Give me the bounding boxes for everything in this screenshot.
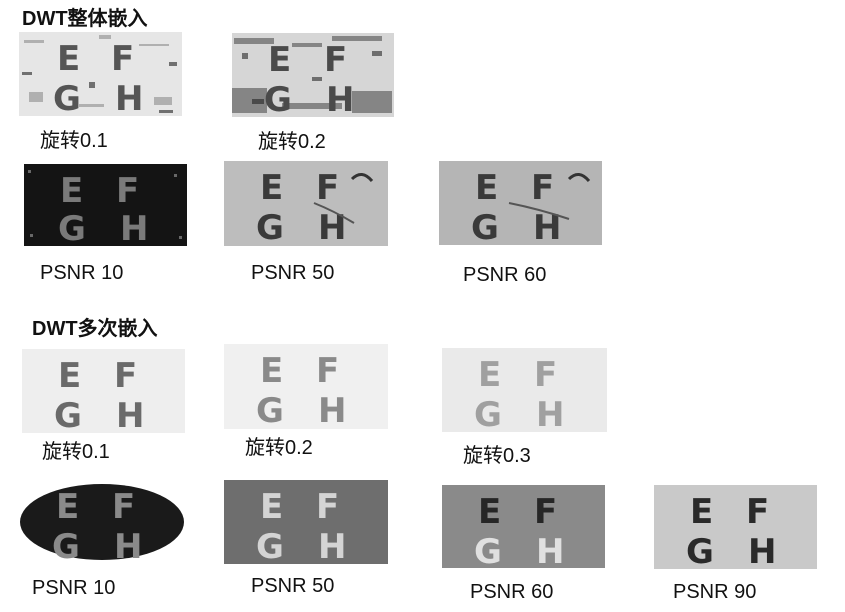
svg-text:G: G bbox=[53, 79, 81, 116]
svg-text:G: G bbox=[471, 208, 499, 245]
svg-text:G: G bbox=[474, 395, 502, 432]
svg-text:E: E bbox=[260, 487, 283, 527]
section-2-heading: DWT多次嵌入 bbox=[32, 318, 158, 340]
svg-text:G: G bbox=[474, 532, 502, 568]
svg-text:H: H bbox=[318, 527, 346, 564]
caption-multi-rotation-0-3: 旋转0.3 bbox=[463, 445, 531, 467]
svg-text:E: E bbox=[58, 356, 81, 396]
svg-text:E: E bbox=[60, 171, 83, 211]
svg-text:H: H bbox=[116, 396, 144, 433]
caption-psnr-50: PSNR 50 bbox=[251, 262, 335, 284]
caption-multi-psnr-60: PSNR 60 bbox=[470, 581, 554, 603]
svg-text:F: F bbox=[534, 355, 557, 395]
svg-text:E: E bbox=[57, 39, 80, 79]
svg-text:G: G bbox=[256, 391, 284, 429]
svg-text:E: E bbox=[56, 487, 79, 527]
svg-text:E: E bbox=[478, 355, 501, 395]
caption-rotation-0-1: 旋转0.1 bbox=[40, 130, 108, 152]
svg-text:G: G bbox=[256, 208, 284, 246]
svg-text:F: F bbox=[112, 487, 135, 527]
svg-text:F: F bbox=[111, 39, 134, 79]
svg-text:H: H bbox=[533, 208, 561, 245]
svg-text:E: E bbox=[260, 168, 283, 208]
svg-text:G: G bbox=[58, 209, 86, 246]
caption-multi-rotation-0-2: 旋转0.2 bbox=[245, 437, 313, 459]
svg-text:E: E bbox=[690, 492, 713, 532]
svg-text:H: H bbox=[318, 391, 346, 429]
caption-multi-rotation-0-1: 旋转0.1 bbox=[42, 441, 110, 463]
svg-text:F: F bbox=[114, 356, 137, 396]
caption-multi-psnr-50: PSNR 50 bbox=[251, 575, 335, 597]
caption-rotation-0-2: 旋转0.2 bbox=[258, 131, 326, 153]
svg-text:F: F bbox=[534, 492, 557, 532]
svg-text:H: H bbox=[114, 527, 142, 565]
caption-multi-psnr-90: PSNR 90 bbox=[673, 581, 757, 603]
svg-text:E: E bbox=[478, 492, 501, 532]
svg-text:F: F bbox=[116, 171, 139, 211]
svg-text:H: H bbox=[536, 532, 564, 568]
caption-multi-psnr-10: PSNR 10 bbox=[32, 577, 116, 599]
svg-text:F: F bbox=[316, 487, 339, 527]
svg-text:G: G bbox=[686, 532, 714, 569]
svg-text:H: H bbox=[115, 79, 143, 116]
svg-text:H: H bbox=[536, 395, 564, 432]
svg-text:G: G bbox=[264, 80, 292, 117]
caption-psnr-10: PSNR 10 bbox=[40, 262, 124, 284]
svg-text:F: F bbox=[316, 351, 339, 391]
caption-psnr-60: PSNR 60 bbox=[463, 264, 547, 286]
svg-text:F: F bbox=[746, 492, 769, 532]
svg-text:E: E bbox=[260, 351, 283, 391]
svg-text:E: E bbox=[475, 168, 498, 208]
svg-text:H: H bbox=[120, 209, 148, 246]
svg-text:G: G bbox=[256, 527, 284, 564]
svg-text:G: G bbox=[54, 396, 82, 433]
svg-text:F: F bbox=[531, 168, 554, 208]
svg-text:H: H bbox=[318, 208, 346, 246]
svg-text:E: E bbox=[268, 40, 291, 80]
svg-text:F: F bbox=[324, 40, 347, 80]
svg-text:G: G bbox=[52, 527, 80, 565]
svg-text:H: H bbox=[748, 532, 776, 569]
svg-text:H: H bbox=[326, 80, 354, 117]
svg-text:F: F bbox=[316, 168, 339, 208]
section-1-heading: DWT整体嵌入 bbox=[22, 8, 148, 30]
